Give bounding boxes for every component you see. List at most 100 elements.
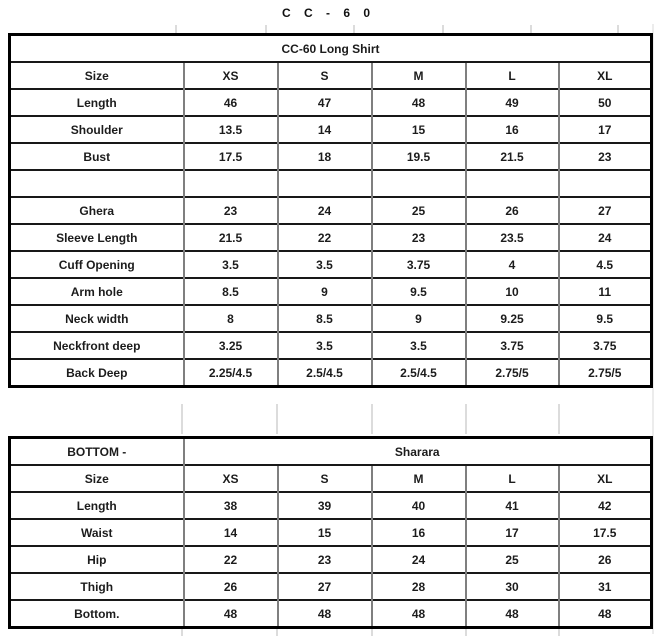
table-row: Hip 22 23 24 25 26 — [9, 545, 652, 573]
row-label-cell: Shoulder — [9, 115, 184, 143]
value-cell — [182, 169, 278, 197]
value-cell: 15 — [370, 115, 466, 143]
value-cell: 38 — [182, 491, 278, 519]
value-cell: 4 — [464, 250, 559, 278]
row-label-cell: Length — [9, 491, 184, 519]
value-cell: 9 — [276, 277, 372, 305]
value-cell: 17 — [557, 115, 652, 143]
value-cell: 28 — [370, 572, 466, 600]
value-cell: 18 — [276, 142, 372, 170]
gridline-stub — [442, 25, 444, 33]
value-cell: 23.5 — [464, 223, 559, 251]
bottom-sharara-size-table: BOTTOM - Sharara Size XS S M L XL Length 38 … — [8, 436, 654, 629]
row-label-cell: Ghera — [9, 196, 184, 224]
size-header-cell: S — [276, 61, 372, 89]
value-cell: 39 — [276, 491, 372, 519]
row-label-cell: Arm hole — [9, 277, 184, 305]
value-cell: 17.5 — [182, 142, 278, 170]
value-cell — [464, 169, 559, 197]
value-cell: 48 — [557, 599, 652, 628]
gridline-stub — [371, 404, 373, 434]
value-cell: 4.5 — [557, 250, 652, 278]
gridline-stub — [617, 25, 619, 33]
value-cell: 49 — [464, 88, 559, 116]
value-cell: 8 — [182, 304, 278, 332]
value-cell: 16 — [370, 518, 466, 546]
value-cell: 46 — [182, 88, 278, 116]
value-cell: 31 — [557, 572, 652, 600]
gridline-stub — [175, 25, 177, 33]
table-row: Thigh 26 27 28 30 31 — [9, 572, 652, 600]
value-cell: 3.75 — [557, 331, 652, 359]
value-cell: 14 — [276, 115, 372, 143]
bottom-table-title: Sharara — [182, 436, 652, 465]
value-cell: 17.5 — [557, 518, 652, 546]
size-header-cell: L — [464, 61, 559, 89]
shirt-title-row: CC-60 Long Shirt — [9, 33, 652, 62]
value-cell: 17 — [464, 518, 559, 546]
value-cell: 26 — [557, 545, 652, 573]
gridline-stub — [353, 25, 355, 33]
value-cell: 3.75 — [370, 250, 466, 278]
bottom-table-body: Length 38 39 40 41 42 Waist 14 15 16 17 … — [9, 491, 652, 628]
table-row — [9, 169, 652, 197]
value-cell: 13.5 — [182, 115, 278, 143]
row-label-cell: Bottom. — [9, 599, 184, 628]
table-row: Length 46 47 48 49 50 — [9, 88, 652, 116]
value-cell: 3.75 — [464, 331, 559, 359]
value-cell: 48 — [370, 88, 466, 116]
table-row: Neck width 8 8.5 9 9.25 9.5 — [9, 304, 652, 332]
value-cell: 2.5/4.5 — [276, 358, 372, 387]
value-cell: 47 — [276, 88, 372, 116]
value-cell: 15 — [276, 518, 372, 546]
row-label-cell: Bust — [9, 142, 184, 170]
gridline-stub — [465, 628, 467, 636]
size-header-label: Size — [9, 464, 184, 492]
value-cell: 8.5 — [276, 304, 372, 332]
table-row: Bust 17.5 18 19.5 21.5 23 — [9, 142, 652, 170]
value-cell: 10 — [464, 277, 559, 305]
value-cell: 23 — [182, 196, 278, 224]
value-cell: 3.5 — [182, 250, 278, 278]
value-cell: 48 — [370, 599, 466, 628]
table-row: Waist 14 15 16 17 17.5 — [9, 518, 652, 546]
value-cell: 9 — [370, 304, 466, 332]
value-cell: 16 — [464, 115, 559, 143]
size-header-label: Size — [9, 61, 184, 89]
gridline-stub — [558, 628, 560, 636]
gridline-right-edge — [652, 24, 654, 634]
value-cell: 21.5 — [182, 223, 278, 251]
value-cell: 9.5 — [557, 304, 652, 332]
table-row: Shoulder 13.5 14 15 16 17 — [9, 115, 652, 143]
size-header-cell: XS — [182, 464, 278, 492]
row-label-cell: Length — [9, 88, 184, 116]
size-header-cell: XL — [557, 464, 652, 492]
gridline-stub — [371, 628, 373, 636]
bottom-size-header-row: Size XS S M L XL — [9, 464, 652, 492]
gridline-stub — [558, 404, 560, 434]
value-cell: 19.5 — [370, 142, 466, 170]
value-cell — [370, 169, 466, 197]
gridline-stub — [465, 404, 467, 434]
size-header-cell: S — [276, 464, 372, 492]
gridline-stub — [181, 628, 183, 636]
size-header-cell: XL — [557, 61, 652, 89]
value-cell — [557, 169, 652, 197]
value-cell: 9.5 — [370, 277, 466, 305]
value-cell: 50 — [557, 88, 652, 116]
gridline-stub — [530, 25, 532, 33]
value-cell: 3.5 — [276, 331, 372, 359]
value-cell: 27 — [557, 196, 652, 224]
value-cell: 9.25 — [464, 304, 559, 332]
value-cell: 48 — [464, 599, 559, 628]
value-cell: 41 — [464, 491, 559, 519]
page-title: C C - 6 0 — [281, 6, 375, 20]
row-label-cell: Sleeve Length — [9, 223, 184, 251]
value-cell: 40 — [370, 491, 466, 519]
value-cell: 48 — [276, 599, 372, 628]
value-cell: 3.25 — [182, 331, 278, 359]
gridline-stub — [265, 25, 267, 33]
value-cell: 11 — [557, 277, 652, 305]
bottom-section-label: BOTTOM - — [9, 436, 184, 465]
value-cell: 48 — [182, 599, 278, 628]
